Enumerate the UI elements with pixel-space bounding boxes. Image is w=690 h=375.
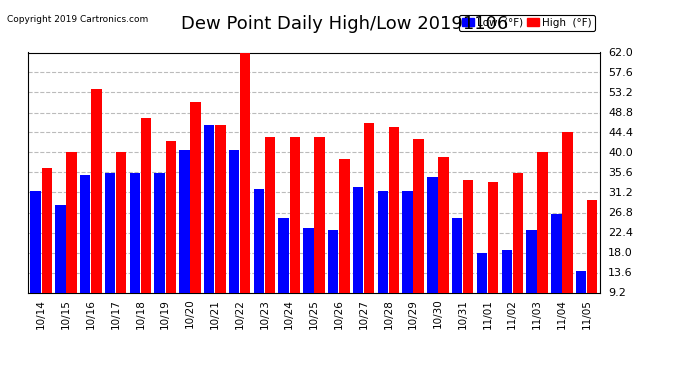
Bar xyxy=(55,205,66,334)
Bar xyxy=(303,228,313,334)
Bar xyxy=(587,200,598,334)
Bar xyxy=(80,175,90,334)
Bar xyxy=(402,191,413,334)
Bar xyxy=(538,153,548,334)
Bar xyxy=(229,150,239,334)
Bar xyxy=(452,218,462,334)
Bar xyxy=(30,191,41,334)
Bar xyxy=(155,173,165,334)
Bar xyxy=(438,157,449,334)
Bar xyxy=(353,187,363,334)
Bar xyxy=(91,89,101,334)
Bar xyxy=(179,150,190,334)
Bar xyxy=(278,218,289,334)
Bar xyxy=(240,53,250,334)
Bar xyxy=(66,153,77,334)
Text: Copyright 2019 Cartronics.com: Copyright 2019 Cartronics.com xyxy=(7,15,148,24)
Bar xyxy=(130,173,140,334)
Bar xyxy=(413,139,424,334)
Legend: Low  (°F), High  (°F): Low (°F), High (°F) xyxy=(459,15,595,31)
Bar xyxy=(265,136,275,334)
Bar xyxy=(204,125,215,335)
Bar xyxy=(526,230,537,334)
Bar xyxy=(105,173,115,334)
Bar xyxy=(477,252,487,334)
Bar xyxy=(328,230,338,334)
Text: Dew Point Daily High/Low 20191106: Dew Point Daily High/Low 20191106 xyxy=(181,15,509,33)
Bar xyxy=(339,159,350,334)
Bar xyxy=(290,136,300,334)
Bar xyxy=(488,182,498,334)
Bar xyxy=(116,153,126,334)
Bar xyxy=(502,250,512,334)
Bar xyxy=(141,118,151,334)
Bar xyxy=(551,214,562,334)
Bar xyxy=(463,180,473,334)
Bar xyxy=(388,128,399,335)
Bar xyxy=(427,177,437,334)
Bar xyxy=(215,125,226,335)
Bar xyxy=(562,132,573,334)
Bar xyxy=(377,191,388,334)
Bar xyxy=(166,141,176,334)
Bar xyxy=(315,136,325,334)
Bar xyxy=(364,123,374,334)
Bar xyxy=(576,271,586,334)
Bar xyxy=(41,168,52,334)
Bar xyxy=(513,173,523,334)
Bar xyxy=(190,102,201,334)
Bar xyxy=(254,189,264,334)
